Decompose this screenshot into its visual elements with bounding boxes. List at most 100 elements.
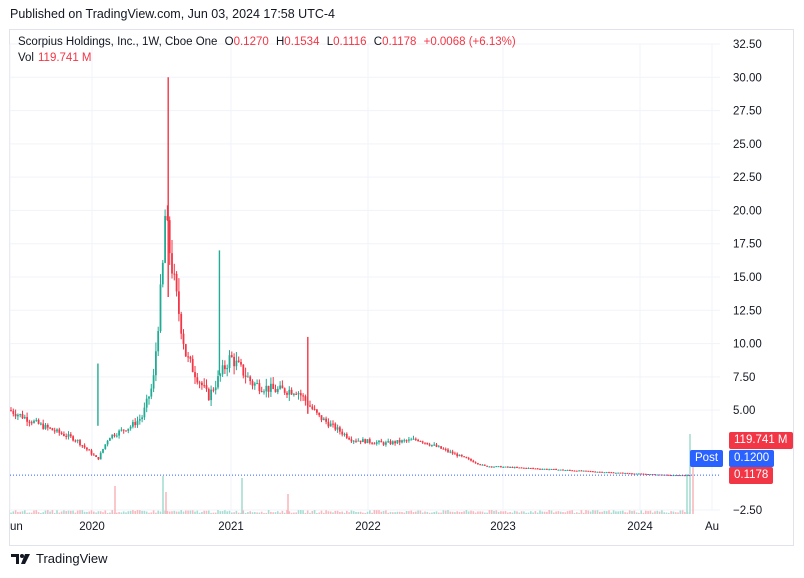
candle-body [511,466,514,468]
volume-bar [348,512,350,514]
candle-body [562,469,564,471]
volume-bar [507,512,509,514]
candle-body [442,448,445,450]
candle-body [543,468,546,470]
y-tick-label: 30.00 [733,72,762,84]
volume-bar [343,512,346,514]
volume-bar [12,511,15,514]
post-label-tag: Post [690,450,724,467]
volume-bar [389,511,392,514]
candle-body [302,395,304,397]
volume-bar [336,510,339,514]
candle-body [368,439,371,443]
candle-body [582,470,585,472]
candle-body [49,427,51,429]
candle-body [97,457,100,460]
volume-bar [93,511,95,514]
volume-legend: Vol 119.741 M [18,52,92,64]
candle-body [104,444,107,450]
candle-body [313,408,316,410]
candle-body [299,393,302,396]
candle-body [495,466,498,468]
volume-bar [626,512,629,514]
volume-bar [663,512,665,514]
volume-bar [70,510,72,514]
volume-bar [251,512,254,514]
volume-bar [562,512,564,514]
candle-body [458,454,461,457]
volume-bar [76,510,79,514]
volume-bar [617,511,619,514]
volume-bar [125,512,127,514]
volume-bar [373,510,376,514]
volume-bar [380,511,383,514]
tradingview-logo[interactable]: TradingView [11,551,108,566]
volume-bar [159,511,162,514]
candle-body [136,420,139,426]
volume-bar [571,510,573,514]
candle-body [325,418,327,422]
volume-bar [274,512,277,514]
candle-body [322,418,325,421]
volume-bar [198,512,201,514]
volume-bar [86,511,88,514]
volume-bar [258,512,261,514]
volume-bar [148,512,150,514]
candle-body [161,262,164,285]
volume-bar [111,510,113,514]
volume-bar [433,511,435,514]
candle-body [159,284,162,332]
volume-bar [458,511,461,514]
candle-body [555,469,557,471]
candle-body [488,466,491,468]
volume-bar [408,511,410,514]
candle-body [191,358,194,373]
volume-bar [502,511,504,514]
candle-body [598,471,601,473]
volume-bar [622,510,624,514]
y-tick-label: 32.50 [733,39,762,51]
volume-bar [293,512,295,514]
volume-bar [65,511,67,514]
volume-bar [442,510,445,514]
volume-bar [511,512,514,514]
volume-bar [645,510,647,514]
candle-body [327,421,330,427]
candle-body [615,472,617,474]
candle-body [355,440,357,442]
candle-body [244,375,247,377]
candle-body [76,440,79,442]
open-label: O [224,36,234,48]
volume-bar [651,512,654,514]
candle-body [638,473,640,475]
candle-body [656,474,659,476]
volume-bar [692,454,694,514]
candle-body [152,375,155,389]
candle-body [621,472,624,474]
volume-bar [304,512,307,514]
candle-body [81,445,84,447]
volume-bar [679,510,682,514]
candle-body [417,439,419,442]
candle-body [479,464,482,466]
candle-body [272,383,275,389]
candle-body [518,467,521,469]
y-tick-label: 12.50 [733,305,762,317]
volume-bar [235,510,238,514]
volume-bar [205,510,208,514]
low-value: 0.1116 [333,36,367,48]
volume-bar [300,510,302,514]
candle-body [37,419,40,424]
candles [10,77,691,477]
volume-bar [658,511,661,514]
candle-body [339,427,341,432]
chart-frame[interactable] [9,29,794,546]
volume-bar [320,510,323,514]
volume-bar [14,510,17,514]
volume-bar [509,512,511,514]
candle-body [120,429,123,431]
last-price-tag: 0.1178 [729,467,774,484]
volume-bar [615,511,617,514]
y-tick-label: −2.50 [733,505,762,517]
